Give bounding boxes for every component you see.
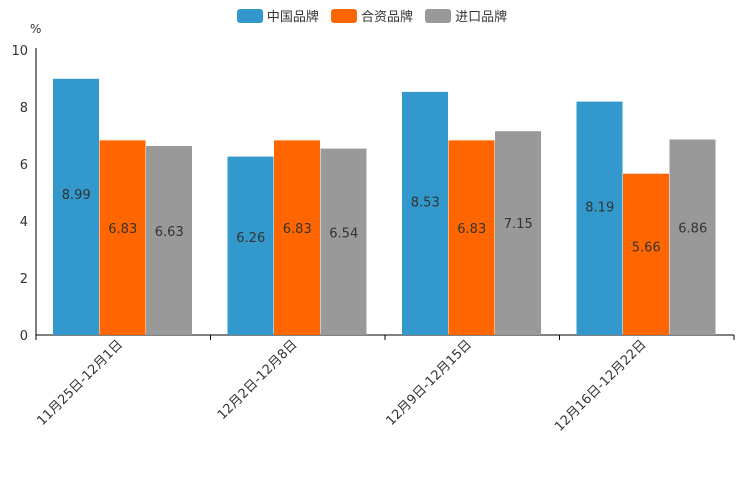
bar-0-0 — [53, 78, 99, 335]
data-label-3-0: 8.19 — [585, 201, 614, 216]
chart-legend: 中国品牌 合资品牌 进口品牌 — [0, 6, 744, 27]
y-tick-label-5: 10 — [11, 44, 28, 59]
legend-item-china[interactable]: 中国品牌 — [236, 6, 319, 25]
bar-0-2 — [146, 146, 192, 335]
y-tick-label-1: 2 — [20, 272, 28, 287]
x-tick-label-3: 12月16日-12月22日 — [552, 337, 649, 434]
data-label-3-2: 6.86 — [678, 221, 707, 236]
data-label-0-0: 8.99 — [62, 188, 91, 203]
legend-swatch-joint — [330, 8, 357, 23]
y-tick-label-0: 0 — [20, 329, 28, 344]
bar-3-1 — [623, 173, 669, 335]
bar-1-1 — [274, 140, 320, 335]
bar-3-2 — [669, 139, 716, 335]
legend-swatch-import — [425, 8, 452, 23]
data-label-3-1: 5.66 — [632, 240, 661, 255]
legend-label-joint: 合资品牌 — [360, 10, 413, 25]
legend-item-joint[interactable]: 合资品牌 — [330, 6, 413, 25]
x-tick-label-1: 12月2日-12月8日 — [215, 337, 301, 423]
y-tick-label-4: 8 — [20, 101, 28, 116]
bar-2-1 — [448, 140, 495, 335]
legend-swatch-china — [236, 8, 263, 23]
data-label-2-0: 8.53 — [411, 195, 440, 210]
data-label-1-0: 6.26 — [236, 231, 265, 246]
data-label-1-1: 6.83 — [283, 222, 312, 237]
bar-1-0 — [227, 156, 274, 335]
bar-0-1 — [99, 140, 146, 335]
legend-item-import[interactable]: 进口品牌 — [425, 6, 507, 25]
legend-label-china: 中国品牌 — [266, 10, 319, 25]
data-label-2-1: 6.83 — [457, 222, 486, 237]
bar-2-0 — [402, 91, 448, 336]
bar-2-2 — [495, 131, 541, 335]
bar-1-2 — [320, 148, 367, 335]
y-tick-label-3: 6 — [20, 158, 28, 173]
data-label-0-2: 6.63 — [155, 225, 184, 240]
y-tick-label-2: 4 — [20, 215, 28, 230]
x-tick-label-2: 12月9日-12月15日 — [383, 337, 475, 429]
x-tick-label-0: 11月25日-12月1日 — [34, 337, 126, 429]
bar-3-0 — [576, 101, 623, 336]
data-label-0-1: 6.83 — [108, 222, 137, 237]
y-axis-unit-label: % — [30, 22, 42, 36]
data-label-1-2: 6.54 — [329, 226, 358, 241]
data-label-2-2: 7.15 — [504, 217, 533, 232]
legend-label-import: 进口品牌 — [455, 10, 508, 25]
